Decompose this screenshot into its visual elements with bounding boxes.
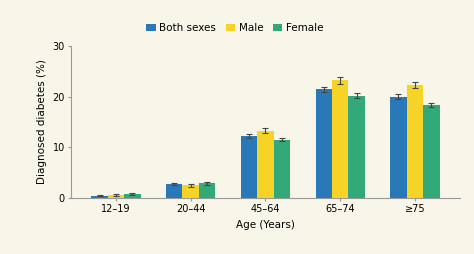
Bar [199, 183, 215, 198]
X-axis label: Age (Years): Age (Years) [236, 220, 295, 230]
Bar [91, 196, 108, 198]
Bar [257, 131, 273, 198]
Bar [316, 89, 332, 198]
Y-axis label: Diagnosed diabetes (%): Diagnosed diabetes (%) [37, 59, 47, 184]
Bar [108, 195, 124, 198]
Bar [332, 80, 348, 198]
Bar [423, 105, 439, 198]
Bar [124, 194, 141, 198]
Legend: Both sexes, Male, Female: Both sexes, Male, Female [146, 24, 323, 34]
Bar [182, 185, 199, 198]
Bar [241, 136, 257, 198]
Bar [273, 140, 290, 198]
Bar [166, 184, 182, 198]
Bar [348, 96, 365, 198]
Bar [407, 85, 423, 198]
Bar [390, 97, 407, 198]
